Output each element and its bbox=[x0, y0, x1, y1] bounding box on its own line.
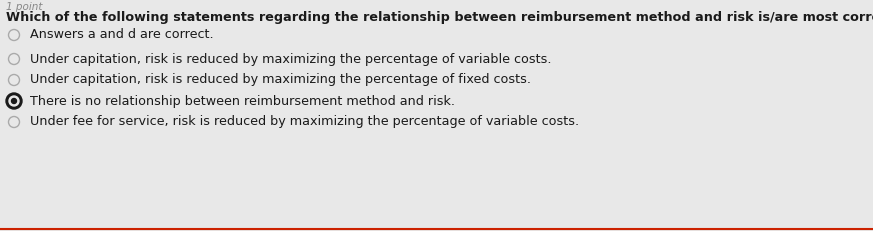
Circle shape bbox=[11, 98, 17, 103]
Text: 1 point: 1 point bbox=[6, 2, 43, 12]
Circle shape bbox=[6, 93, 22, 109]
Text: Which of the following statements regarding the relationship between reimburseme: Which of the following statements regard… bbox=[6, 11, 873, 24]
Circle shape bbox=[9, 96, 19, 106]
Text: Under capitation, risk is reduced by maximizing the percentage of fixed costs.: Under capitation, risk is reduced by max… bbox=[30, 73, 531, 86]
Text: Answers a and d are correct.: Answers a and d are correct. bbox=[30, 28, 214, 42]
Text: Under fee for service, risk is reduced by maximizing the percentage of variable : Under fee for service, risk is reduced b… bbox=[30, 116, 579, 128]
Text: Under capitation, risk is reduced by maximizing the percentage of variable costs: Under capitation, risk is reduced by max… bbox=[30, 52, 552, 66]
Text: There is no relationship between reimbursement method and risk.: There is no relationship between reimbur… bbox=[30, 94, 455, 107]
